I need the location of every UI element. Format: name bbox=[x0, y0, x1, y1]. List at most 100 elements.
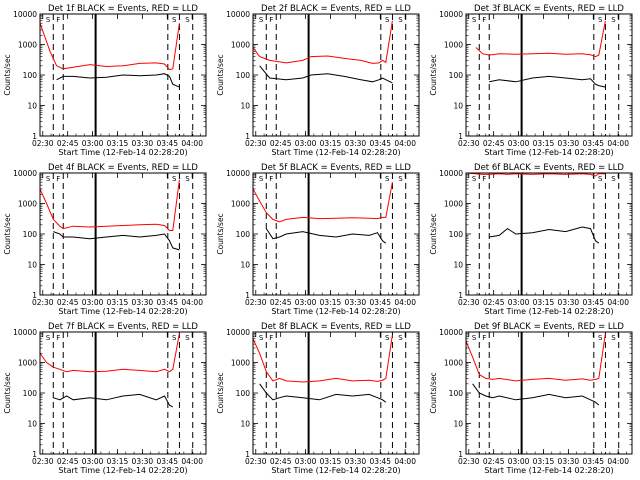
y-tick-label: 10 bbox=[240, 261, 250, 270]
y-axis-label: Counts/sec bbox=[429, 372, 438, 413]
x-tick-label: 03:00 bbox=[508, 139, 530, 148]
x-tick-label: 03:45 bbox=[582, 139, 604, 148]
marker-label: S bbox=[259, 175, 264, 183]
marker-label: S bbox=[598, 334, 603, 342]
marker-label: F bbox=[269, 175, 273, 183]
marker-label: S bbox=[46, 16, 51, 24]
plot-frame bbox=[465, 331, 633, 455]
x-tick-label: 03:45 bbox=[369, 457, 391, 466]
marker-label: S bbox=[472, 16, 477, 24]
y-tick-label: 10000 bbox=[439, 169, 463, 178]
y-tick-label: 1000 bbox=[444, 41, 463, 50]
x-tick-label: 03:45 bbox=[156, 457, 178, 466]
plot-frame bbox=[465, 13, 633, 137]
x-tick-label: 04:00 bbox=[394, 298, 416, 307]
x-tick-label: 04:00 bbox=[394, 139, 416, 148]
y-tick-label: 1000 bbox=[444, 200, 463, 209]
x-tick-label: 03:45 bbox=[369, 298, 391, 307]
panel-title: Det 6f BLACK = Events, RED = LLD bbox=[474, 163, 624, 173]
x-axis-label: Start Time (12-Feb-14 02:28:20) bbox=[484, 148, 613, 157]
marker-label: S bbox=[385, 334, 390, 342]
y-tick-label: 100 bbox=[236, 71, 251, 80]
y-tick-label: 10 bbox=[453, 102, 463, 111]
x-tick-label: 03:00 bbox=[508, 298, 530, 307]
x-axis-label: Start Time (12-Feb-14 02:28:20) bbox=[58, 466, 187, 475]
marker-label: F bbox=[482, 175, 486, 183]
events-series-line bbox=[259, 65, 393, 84]
x-tick-label: 03:00 bbox=[295, 139, 317, 148]
x-tick-label: 03:15 bbox=[107, 457, 129, 466]
panel-title: Det 9f BLACK = Events, RED = LLD bbox=[474, 322, 624, 332]
y-tick-label: 10 bbox=[27, 102, 37, 111]
y-tick-label: 1000 bbox=[444, 359, 463, 368]
plot-frame bbox=[39, 172, 207, 296]
x-tick-label: 04:00 bbox=[394, 457, 416, 466]
y-axis-label: Counts/sec bbox=[3, 372, 12, 413]
x-tick-label: 02:45 bbox=[270, 139, 292, 148]
marker-label: F bbox=[269, 16, 273, 24]
marker-label: S bbox=[385, 175, 390, 183]
y-tick-label: 10 bbox=[453, 420, 463, 429]
y-axis-label: Counts/sec bbox=[3, 54, 12, 95]
x-tick-label: 03:30 bbox=[345, 139, 367, 148]
marker-label: F bbox=[482, 334, 486, 342]
y-tick-label: 10000 bbox=[13, 328, 37, 337]
events-series-line bbox=[53, 393, 174, 408]
marker-label: S bbox=[172, 334, 177, 342]
x-tick-label: 03:00 bbox=[295, 298, 317, 307]
marker-label: S bbox=[398, 334, 403, 342]
y-tick-label: 1 bbox=[32, 450, 37, 459]
lld-series-line bbox=[253, 334, 393, 383]
marker-label: S bbox=[472, 334, 477, 342]
events-series-line bbox=[259, 383, 387, 403]
x-tick-label: 04:00 bbox=[607, 457, 629, 466]
events-series-line bbox=[56, 73, 180, 88]
lld-series-line bbox=[466, 173, 606, 177]
plot-frame bbox=[39, 13, 207, 137]
marker-label: S bbox=[472, 175, 477, 183]
y-tick-label: 100 bbox=[23, 71, 38, 80]
x-tick-label: 03:45 bbox=[582, 298, 604, 307]
y-tick-label: 10000 bbox=[226, 328, 250, 337]
y-tick-label: 1 bbox=[245, 291, 250, 300]
x-tick-label: 03:00 bbox=[508, 457, 530, 466]
x-tick-label: 03:15 bbox=[320, 457, 342, 466]
x-tick-label: 02:30 bbox=[245, 139, 267, 148]
x-tick-label: 04:00 bbox=[607, 298, 629, 307]
x-tick-label: 04:00 bbox=[181, 139, 203, 148]
x-tick-label: 03:45 bbox=[582, 457, 604, 466]
panel-1: Det 1f BLACK = Events, RED = LLD Counts/s… bbox=[3, 4, 207, 157]
marker-label: F bbox=[269, 334, 273, 342]
plot-frame bbox=[39, 331, 207, 455]
marker-label: S bbox=[385, 16, 390, 24]
x-tick-label: 03:30 bbox=[345, 298, 367, 307]
y-tick-label: 1000 bbox=[18, 359, 37, 368]
y-tick-label: 10 bbox=[240, 102, 250, 111]
panel-4: Det 4f BLACK = Events, RED = LLD Counts/s… bbox=[3, 163, 207, 316]
y-tick-label: 1000 bbox=[231, 359, 250, 368]
marker-label: S bbox=[185, 175, 190, 183]
y-tick-label: 10000 bbox=[13, 169, 37, 178]
events-series-line bbox=[472, 383, 600, 406]
y-axis-label: Counts/sec bbox=[216, 213, 225, 254]
y-tick-label: 100 bbox=[23, 230, 38, 239]
y-tick-label: 10 bbox=[27, 261, 37, 270]
y-tick-label: 1 bbox=[245, 132, 250, 141]
x-axis-label: Start Time (12-Feb-14 02:28:20) bbox=[271, 307, 400, 316]
x-tick-label: 04:00 bbox=[181, 457, 203, 466]
events-series-line bbox=[489, 75, 606, 88]
x-tick-label: 03:15 bbox=[107, 298, 129, 307]
marker-label: S bbox=[259, 16, 264, 24]
x-tick-label: 03:00 bbox=[82, 298, 104, 307]
y-tick-label: 10000 bbox=[13, 10, 37, 19]
panel-title: Det 1f BLACK = Events, RED = LLD bbox=[48, 4, 198, 14]
x-axis-label: Start Time (12-Feb-14 02:28:20) bbox=[58, 148, 187, 157]
x-tick-label: 03:30 bbox=[132, 457, 154, 466]
lld-series-line bbox=[475, 20, 606, 58]
lld-series-line bbox=[466, 333, 606, 382]
x-tick-label: 02:45 bbox=[483, 298, 505, 307]
x-tick-label: 03:15 bbox=[533, 457, 555, 466]
marker-label: S bbox=[259, 334, 264, 342]
events-series-line bbox=[53, 231, 180, 251]
x-tick-label: 02:45 bbox=[483, 139, 505, 148]
